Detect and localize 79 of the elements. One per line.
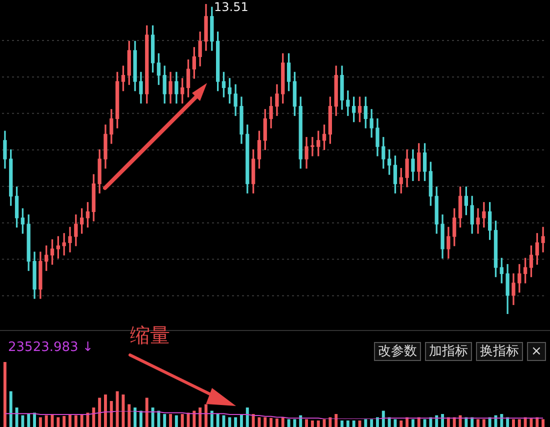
bar: [74, 415, 78, 427]
bar: [21, 415, 24, 427]
bar: [310, 420, 314, 427]
bar: [180, 414, 184, 427]
bar: [382, 410, 385, 427]
bar: [56, 417, 60, 427]
bar: [423, 419, 426, 427]
bar: [44, 415, 48, 427]
bar: [110, 401, 113, 427]
bar: [62, 416, 66, 427]
bar: [258, 417, 261, 427]
bar: [157, 410, 160, 427]
bar: [228, 417, 232, 427]
bar: [9, 391, 12, 427]
bar: [334, 414, 338, 427]
bar: [441, 414, 444, 427]
bar: [38, 417, 42, 427]
bar: [482, 419, 486, 427]
bar: [530, 418, 533, 427]
text: 加指标: [425, 342, 472, 361]
bar: [400, 420, 403, 427]
bar: [542, 419, 545, 427]
bar: [3, 362, 6, 427]
bar: [293, 419, 296, 427]
bar: [287, 419, 290, 427]
text: 缩量: [130, 322, 170, 349]
bar: [264, 417, 267, 427]
bar: [305, 419, 308, 427]
bar: [134, 408, 137, 427]
bar: [128, 404, 131, 427]
bar: [204, 404, 208, 427]
bar: [198, 408, 202, 427]
bar: [518, 419, 521, 427]
text: 换指标: [476, 342, 523, 361]
bar: [328, 417, 332, 427]
bar: [364, 419, 368, 427]
bar: [281, 417, 284, 427]
bar: [15, 408, 18, 427]
bar: [340, 420, 344, 427]
annotation: 13.51: [214, 0, 248, 14]
bar: [104, 394, 107, 427]
bar: [145, 398, 148, 427]
bar: [500, 414, 504, 427]
bar: [252, 414, 255, 427]
bar: [512, 419, 515, 427]
bar: [210, 410, 214, 427]
bar: [234, 417, 238, 427]
bar: [163, 414, 166, 427]
bar: [352, 420, 356, 427]
bar: [192, 410, 196, 427]
bar: [174, 415, 178, 427]
bar: [216, 414, 220, 427]
bar: [435, 415, 438, 427]
bar: [411, 419, 414, 427]
bar: [98, 398, 102, 427]
bar: [92, 408, 96, 427]
bar: [68, 414, 72, 427]
bar: [476, 419, 480, 427]
bar: [270, 418, 273, 427]
bar: [169, 414, 172, 427]
bar: [27, 414, 30, 427]
bar: [246, 408, 249, 427]
bar: [376, 417, 379, 427]
bar: [139, 410, 142, 427]
bar: [116, 391, 119, 427]
bar: [80, 414, 84, 427]
bar: [275, 418, 278, 427]
bar: [240, 414, 243, 427]
bar: [33, 412, 36, 427]
bar: [299, 415, 302, 427]
bar: [151, 408, 154, 427]
bar: [122, 394, 125, 427]
text: 23523.983 ↓: [8, 340, 94, 355]
text: 改参数: [374, 342, 421, 361]
bar: [370, 419, 374, 427]
bar: [346, 420, 350, 427]
text: ×: [527, 342, 546, 361]
bar: [316, 420, 320, 427]
bar: [394, 419, 397, 427]
